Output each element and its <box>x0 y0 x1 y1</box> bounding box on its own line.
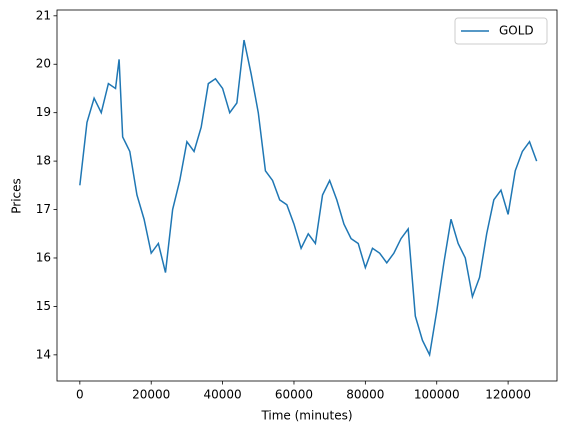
x-tick-label: 100000 <box>414 388 460 402</box>
legend-box <box>454 17 548 45</box>
y-tick-label: 20 <box>36 57 51 71</box>
x-tick-label: 20000 <box>132 388 170 402</box>
axes-frame <box>56 9 558 382</box>
y-tick-label: 21 <box>36 8 51 22</box>
y-tick-label: 15 <box>36 299 51 313</box>
x-tick-label: 120000 <box>485 388 531 402</box>
x-tick-label: 60000 <box>275 388 313 402</box>
x-tick-label: 80000 <box>346 388 384 402</box>
y-tick-label: 14 <box>36 347 51 361</box>
y-axis-label: Prices <box>10 178 24 214</box>
line-series <box>79 39 538 358</box>
legend-label: GOLD <box>499 24 534 38</box>
y-tick-label: 19 <box>36 105 51 119</box>
x-tick-label: 0 <box>76 388 84 402</box>
x-tick-label: 40000 <box>204 388 242 402</box>
x-axis-label: Time (minutes) <box>260 409 352 423</box>
y-tick-label: 17 <box>36 202 51 216</box>
y-tick-label: 16 <box>36 250 51 264</box>
y-tick-label: 18 <box>36 154 51 168</box>
